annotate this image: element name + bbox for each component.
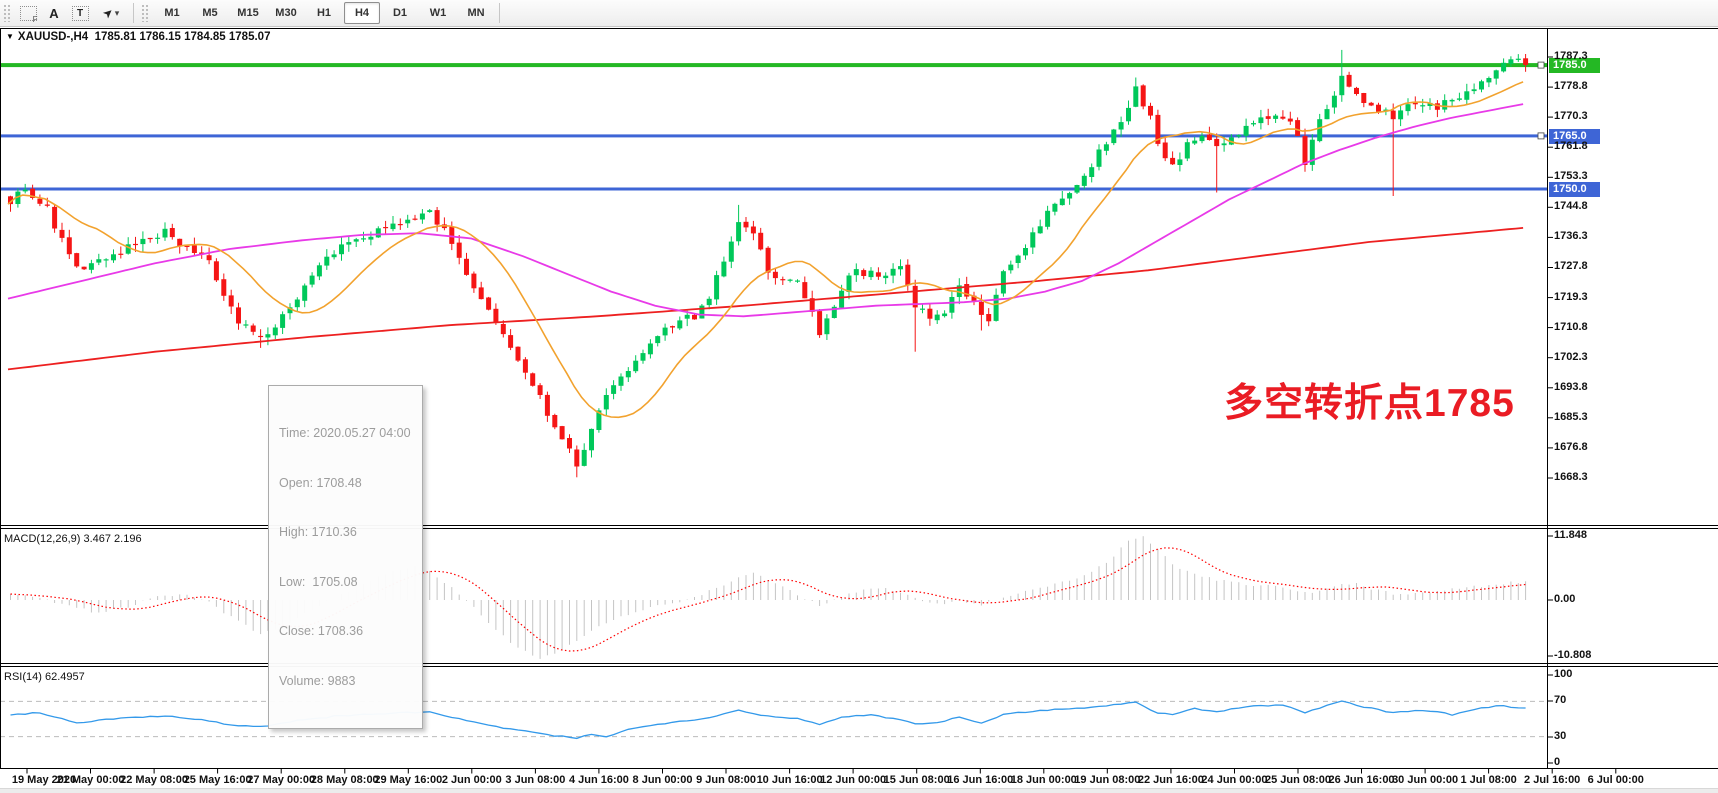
text-label-icon[interactable]: A xyxy=(49,5,59,21)
time-axis-label: 2 Jul 16:00 xyxy=(1524,774,1581,786)
price-axis-label: 1753.3 xyxy=(1554,170,1588,183)
dropdown-caret-icon: ▾ xyxy=(114,7,120,18)
candle-tooltip: Time: 2020.05.27 04:00 Open: 1708.48 Hig… xyxy=(268,385,423,729)
time-axis-label: 19 Jun 08:00 xyxy=(1074,774,1141,786)
price-axis-label: 1727.8 xyxy=(1554,260,1588,273)
time-axis-label: 22 Jun 16:00 xyxy=(1137,774,1204,786)
text-box-icon[interactable]: T xyxy=(67,2,93,24)
timeframe-bar: M1 M5 M15 M30 H1 H4 D1 W1 MN xyxy=(153,2,495,24)
chart-frame-icon[interactable]: F xyxy=(15,2,41,24)
rsi-axis-label: 100 xyxy=(1554,668,1573,680)
price-axis-label: 1719.3 xyxy=(1554,290,1588,303)
time-axis-label: 28 May 08:00 xyxy=(310,774,379,786)
price-axis-label: 1770.3 xyxy=(1554,110,1588,123)
macd-label: MACD(12,26,9) 3.467 2.196 xyxy=(4,533,142,545)
timeframe-button-m15[interactable]: M15 xyxy=(237,7,259,19)
time-axis-label: 18 Jun 00:00 xyxy=(1010,774,1077,786)
time-axis-label: 3 Jun 08:00 xyxy=(505,774,566,786)
price-axis-label: 1702.3 xyxy=(1554,350,1588,363)
toolbar-grip[interactable] xyxy=(3,4,11,22)
price-badge-1785: 1785.0 xyxy=(1549,58,1600,73)
time-axis-label: 21 May 00:00 xyxy=(56,774,125,786)
price-axis-label: 1736.3 xyxy=(1554,230,1588,243)
rsi-axis-label: 70 xyxy=(1554,694,1567,706)
rsi-axis-label: 0 xyxy=(1554,756,1561,768)
annotation-text: 多空转折点1785 xyxy=(1224,382,1515,425)
tooltip-volume: Volume: 9883 xyxy=(279,673,356,688)
time-axis-label: 19 May 2020 xyxy=(11,774,77,786)
toolbar-separator xyxy=(133,3,134,23)
price-axis-label: 1685.3 xyxy=(1554,410,1588,423)
time-axis-label: 6 Jul 00:00 xyxy=(1587,774,1644,786)
timeframe-button-d1[interactable]: D1 xyxy=(392,7,408,19)
time-axis-label: 22 May 08:00 xyxy=(120,774,189,786)
tooltip-open: Open: 1708.48 xyxy=(279,475,362,490)
timeframe-button-m5[interactable]: M5 xyxy=(202,7,218,19)
time-axis-label: 30 Jun 00:00 xyxy=(1392,774,1459,786)
time-axis-label: 25 Jun 08:00 xyxy=(1264,774,1332,786)
timeframe-button-h1[interactable]: H1 xyxy=(316,7,332,19)
time-axis-label: 10 Jun 16:00 xyxy=(756,774,823,786)
time-axis-label: 15 Jun 08:00 xyxy=(883,774,950,786)
text-t-label: T xyxy=(71,5,89,21)
frame-f-label: F xyxy=(32,14,38,24)
price-badge-1750: 1750.0 xyxy=(1549,182,1600,197)
tooltip-high: High: 1710.36 xyxy=(279,525,357,539)
time-axis-label: 26 Jun 16:00 xyxy=(1328,774,1395,786)
price-axis-label: 1744.8 xyxy=(1554,200,1588,213)
bottom-strip xyxy=(0,788,1718,793)
price-axis-label: 1693.8 xyxy=(1554,380,1588,393)
timeframe-button-m1[interactable]: M1 xyxy=(164,7,180,19)
time-axis-label: 24 Jun 00:00 xyxy=(1201,774,1268,786)
time-axis-label: 1 Jul 08:00 xyxy=(1460,774,1517,786)
timeframe-button-h4[interactable]: H4 xyxy=(344,2,380,24)
price-axis-label: 1761.8 xyxy=(1554,140,1588,153)
rsi-label: RSI(14) 62.4957 xyxy=(4,671,85,683)
time-axis-label: 8 Jun 00:00 xyxy=(632,774,693,786)
macd-axis-label: -10.808 xyxy=(1554,649,1592,661)
price-axis-label: 1710.8 xyxy=(1554,320,1588,333)
toolbar-separator xyxy=(499,3,500,23)
time-axis-label: 9 Jun 08:00 xyxy=(696,774,756,786)
symbol-dropdown-icon[interactable]: ▼ xyxy=(6,32,14,41)
time-axis-label: 16 Jun 16:00 xyxy=(947,774,1014,786)
time-axis-label: 2 Jun 00:00 xyxy=(441,774,502,786)
time-axis-label: 4 Jun 16:00 xyxy=(568,774,629,786)
price-axis-label: 1676.8 xyxy=(1554,440,1588,453)
time-axis-label: 25 May 16:00 xyxy=(183,774,252,786)
time-axis-label: 27 May 00:00 xyxy=(247,774,316,786)
toolbar: F A T ➤ ▾ M1 M5 M15 M30 H1 H4 D1 W1 MN xyxy=(0,0,1718,27)
time-axis-label: 12 Jun 00:00 xyxy=(820,774,887,786)
price-axis-label: 1787.3 xyxy=(1554,50,1588,62)
price-axis-label: 1668.3 xyxy=(1554,470,1588,483)
tooltip-close: Close: 1708.36 xyxy=(279,624,364,638)
timeframe-button-m30[interactable]: M30 xyxy=(275,7,297,19)
rsi-axis-label: 30 xyxy=(1554,730,1567,742)
tooltip-low: Low: 1705.08 xyxy=(279,574,358,589)
macd-axis-label: 0.00 xyxy=(1554,593,1576,605)
tooltip-time: Time: 2020.05.27 04:00 xyxy=(279,426,411,440)
arrows-tool-icon[interactable]: ➤ ▾ xyxy=(93,2,129,24)
price-badge-1765: 1765.0 xyxy=(1549,129,1600,144)
timeframe-grip[interactable] xyxy=(141,4,149,22)
symbol-ohlc-text: XAUUSD-,H4 1785.81 1786.15 1784.85 1785.… xyxy=(17,31,271,43)
macd-axis-label: 11.848 xyxy=(1554,529,1588,541)
price-axis-label: 1778.8 xyxy=(1554,80,1588,93)
chart-title: ▼ XAUUSD-,H4 1785.81 1786.15 1784.85 1785… xyxy=(6,31,270,43)
time-axis-label: 29 May 16:00 xyxy=(374,774,443,786)
timeframe-button-w1[interactable]: W1 xyxy=(429,7,447,19)
timeframe-button-mn[interactable]: MN xyxy=(467,7,485,19)
